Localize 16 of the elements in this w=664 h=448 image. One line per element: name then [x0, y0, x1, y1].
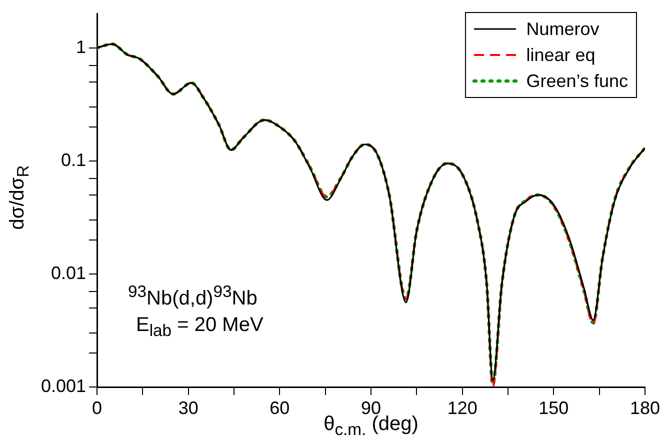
x-tick-label: 30: [178, 398, 198, 418]
y-tick-label: 1: [76, 36, 86, 57]
annotation: E$_{lab}$ = 20 MeV: [136, 314, 264, 341]
legend-label: linear eq: [526, 44, 596, 66]
x-tick-label: 60: [270, 398, 290, 418]
x-tick-label: 120: [447, 398, 478, 418]
legend-label: Green’s func: [526, 70, 628, 92]
y-tick-label: 0.1: [60, 150, 86, 170]
x-axis-title: θ$_{c.m.}$ (deg): [324, 413, 418, 439]
y-tick-label: 0.001: [40, 376, 86, 396]
x-tick-label: 150: [538, 398, 569, 418]
x-tick-label: 180: [630, 398, 660, 418]
annotation: $^{93}$Nb(d,d)$^{93}$Nb: [128, 282, 258, 311]
y-tick-label: 0.01: [50, 262, 86, 283]
x-tick-label: 0: [92, 398, 102, 418]
legend-label: Numerov: [526, 18, 600, 40]
